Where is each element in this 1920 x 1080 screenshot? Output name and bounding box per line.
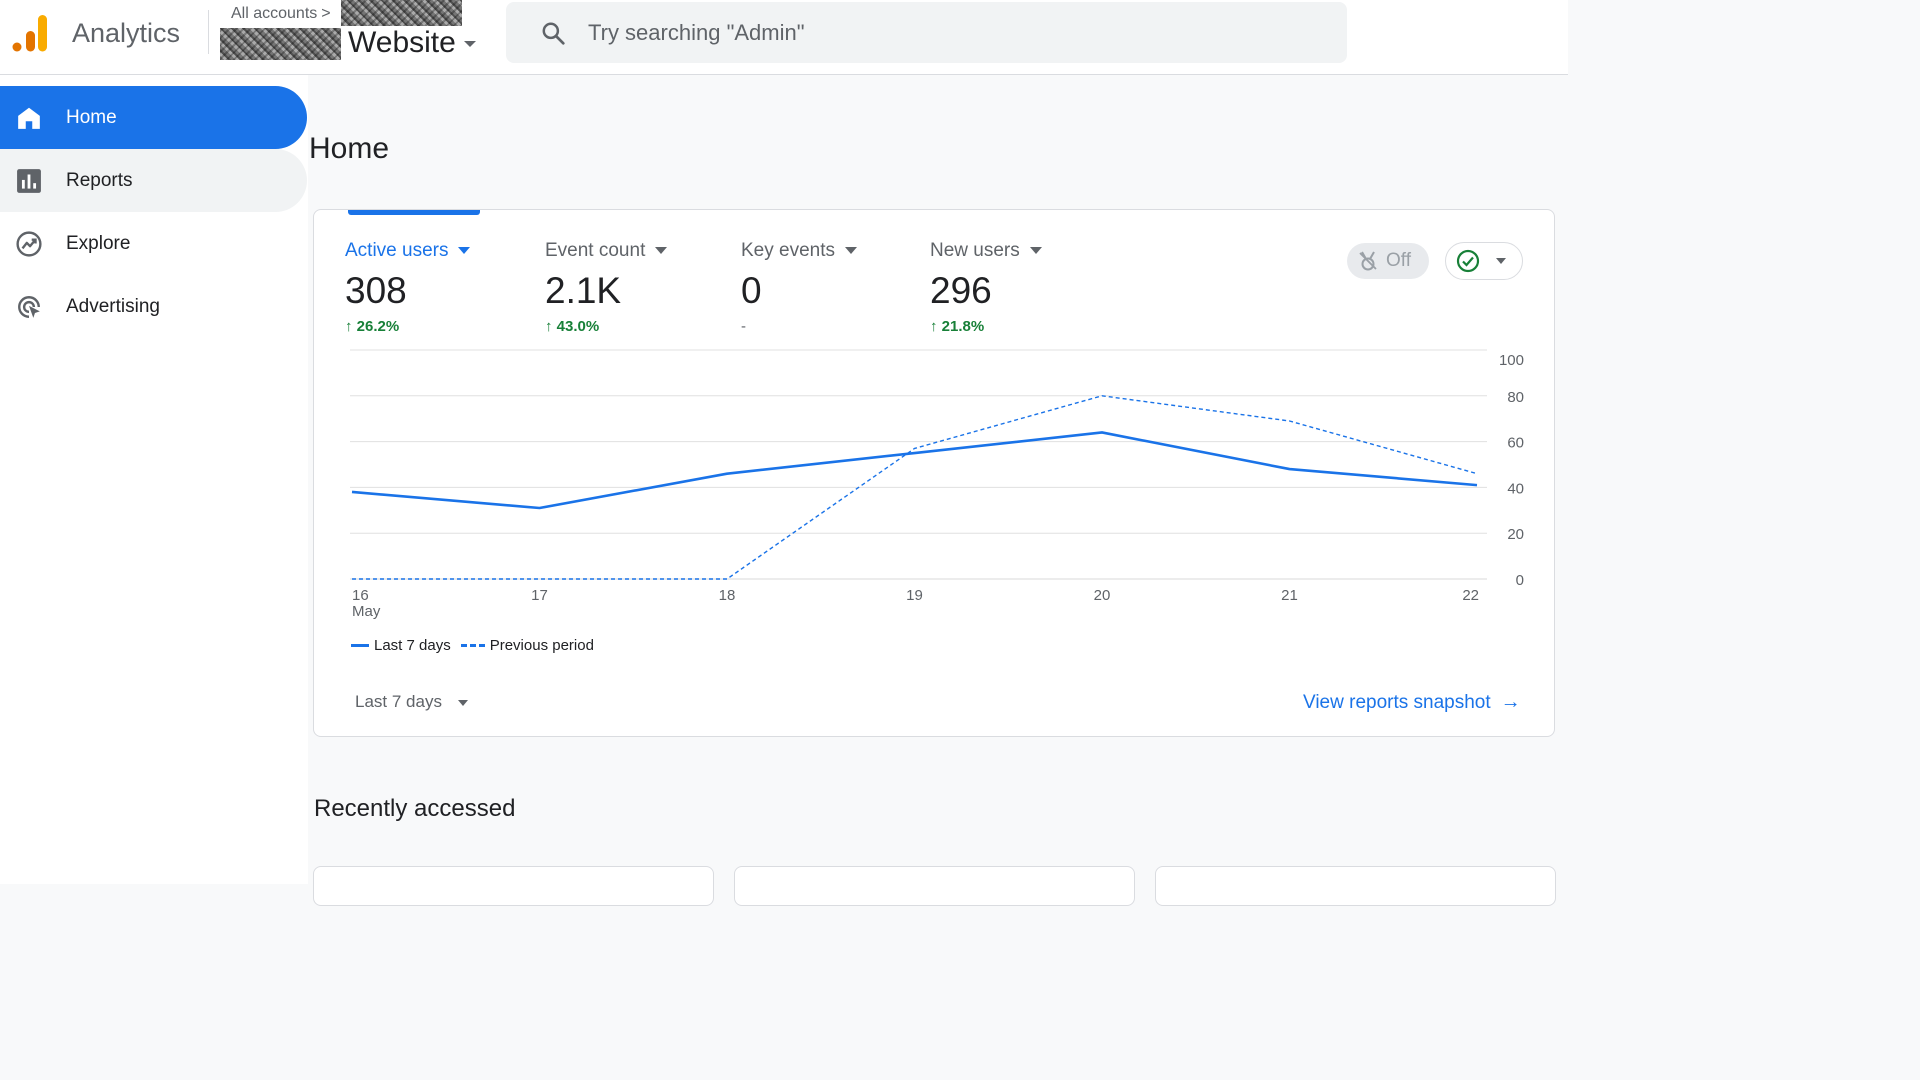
metric-label[interactable]: Key events [741, 240, 857, 262]
x-tick-label: 22 [1462, 587, 1479, 604]
breadcrumb-all-accounts[interactable]: All accounts [231, 5, 318, 22]
chevron-down-icon [1029, 247, 1042, 255]
x-tick-label: 18 [719, 587, 736, 604]
chevron-down-icon [845, 247, 857, 255]
legend-current: Last 7 days [374, 637, 451, 654]
previous-period-series-line [352, 395, 1478, 580]
recent-card[interactable] [1155, 866, 1556, 906]
y-tick-label: 20 [1507, 526, 1524, 543]
x-tick-sublabel: May [352, 603, 381, 620]
top-bar: Analytics All accounts > Website [0, 0, 1568, 75]
overview-card: Active users 308 ↑ 26.2% Event count 2.1… [313, 209, 1555, 737]
y-tick-label: 60 [1507, 435, 1524, 452]
toggle-label: Off [1386, 250, 1411, 271]
sidebar-item-advertising[interactable]: Advertising [0, 275, 307, 338]
metric-label-text: Event count [545, 240, 646, 261]
search-input[interactable] [588, 14, 1288, 52]
breadcrumb[interactable]: All accounts > [231, 5, 331, 23]
insights-toggle[interactable]: Off [1347, 243, 1429, 279]
recent-card[interactable] [734, 866, 1135, 906]
y-tick-label: 80 [1507, 389, 1524, 406]
sidebar-item-label: Explore [66, 233, 131, 254]
medal-icon [1359, 251, 1377, 271]
analytics-logo-icon[interactable] [12, 14, 48, 52]
chevron-down-icon [458, 247, 471, 255]
last-7-days-series-line [351, 431, 1478, 510]
sidebar-item-reports[interactable]: Reports [0, 149, 307, 212]
x-tick-label: 21 [1281, 587, 1298, 604]
home-icon [18, 107, 40, 129]
metric-label[interactable]: New users [930, 240, 1042, 262]
selected-metric-indicator [348, 210, 480, 215]
search-icon [542, 22, 565, 45]
recent-card[interactable] [313, 866, 714, 906]
y-tick-label: 100 [1499, 352, 1524, 369]
metric-delta: ↑ 21.8% [930, 318, 985, 335]
property-selector[interactable]: Website [348, 26, 476, 60]
sidebar-item-label: Home [66, 107, 117, 128]
metric-value: 308 [345, 270, 407, 311]
page-title: Home [309, 132, 390, 165]
chevron-down-icon [655, 247, 668, 255]
redacted-account-prefix [220, 28, 341, 60]
metric-label[interactable]: Event count [545, 240, 668, 262]
metric-key-events[interactable]: Key events 0 - [741, 240, 857, 335]
check-circle-icon [1456, 249, 1480, 273]
metric-label[interactable]: Active users [345, 240, 471, 262]
property-dropdown-icon [463, 41, 476, 48]
advertising-icon [18, 296, 40, 318]
explore-icon [16, 231, 42, 257]
snapshot-link-label: View reports snapshot [1303, 692, 1491, 713]
x-tick-label: 19 [906, 587, 923, 604]
chevron-down-icon [457, 699, 468, 706]
x-tick-label: 16 [352, 587, 369, 604]
x-tick-label: 20 [1094, 587, 1111, 604]
legend-previous: Previous period [489, 637, 594, 654]
sidebar-item-label: Advertising [66, 296, 160, 317]
header-divider [208, 10, 209, 54]
chevron-down-icon [1496, 258, 1506, 264]
metric-value: 2.1K [545, 270, 622, 311]
metric-value: 0 [741, 270, 762, 311]
sidebar: Home Reports Explore Advertising [0, 75, 308, 884]
legend-swatch-solid [351, 644, 369, 647]
legend-swatch-dashed [460, 644, 485, 647]
date-range-label: Last 7 days [355, 692, 442, 711]
sidebar-item-explore[interactable]: Explore [0, 212, 307, 275]
data-quality-dropdown[interactable] [1445, 242, 1523, 280]
search-bar[interactable] [506, 2, 1347, 63]
chart-legend: Last 7 days Previous period [351, 637, 594, 654]
x-tick-label: 17 [531, 587, 548, 604]
metric-label-text: Active users [345, 240, 449, 261]
breadcrumb-chevron-icon: > [321, 5, 331, 22]
property-name: Website [348, 26, 456, 59]
view-reports-snapshot-link[interactable]: View reports snapshot → [1303, 691, 1521, 714]
sidebar-item-home[interactable]: Home [0, 86, 307, 149]
date-range-dropdown[interactable]: Last 7 days [355, 692, 468, 712]
metric-event-count[interactable]: Event count 2.1K ↑ 43.0% [545, 240, 668, 335]
metric-value: 296 [930, 270, 992, 311]
metric-delta: - [741, 318, 746, 335]
metric-new-users[interactable]: New users 296 ↑ 21.8% [930, 240, 1042, 335]
y-tick-label: 40 [1507, 480, 1524, 497]
sidebar-item-label: Reports [66, 170, 133, 191]
metric-active-users[interactable]: Active users 308 ↑ 26.2% [345, 240, 471, 335]
app-name: Analytics [72, 18, 181, 48]
arrow-right-icon: → [1500, 691, 1521, 713]
recently-accessed-title: Recently accessed [314, 795, 516, 822]
metric-delta: ↑ 43.0% [545, 318, 600, 335]
metric-label-text: Key events [741, 240, 835, 261]
metric-label-text: New users [930, 240, 1020, 261]
redacted-account-name [341, 0, 462, 26]
bar-chart-icon [17, 169, 41, 193]
y-tick-label: 0 [1516, 572, 1524, 589]
metric-delta: ↑ 26.2% [345, 318, 400, 335]
